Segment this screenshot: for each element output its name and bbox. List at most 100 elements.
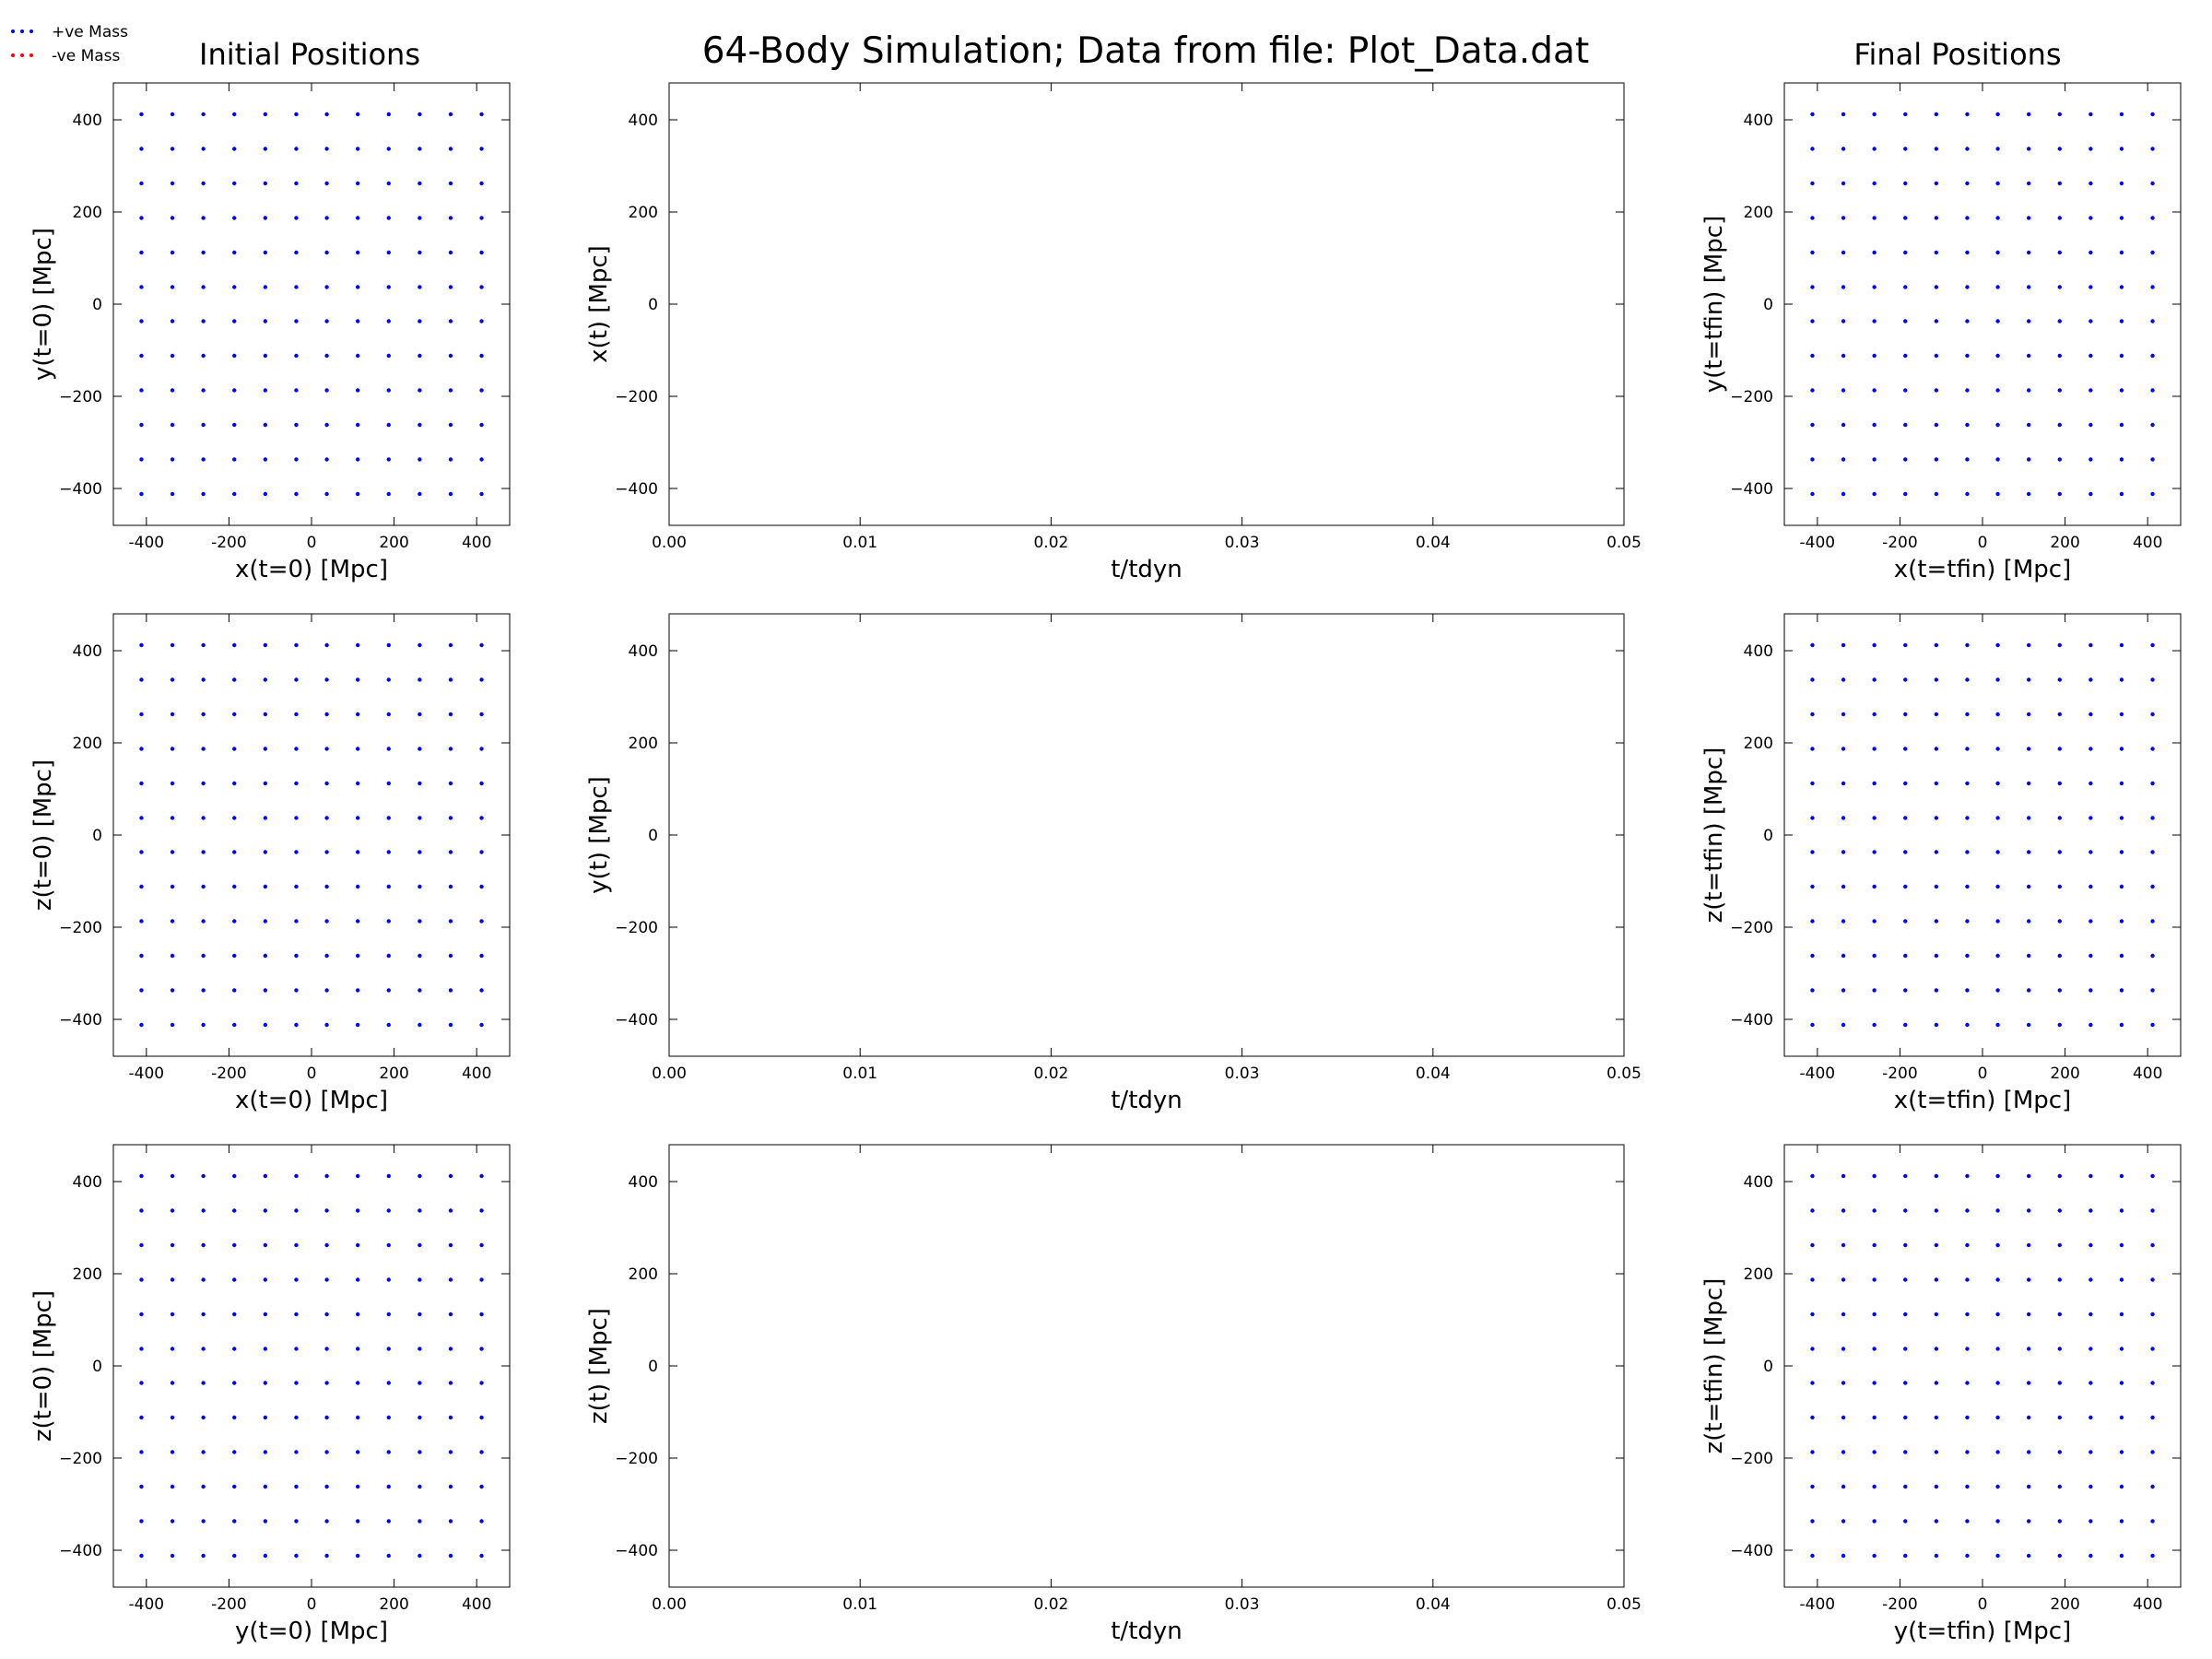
data-point bbox=[1872, 1208, 1877, 1213]
data-point bbox=[355, 457, 360, 462]
data-point bbox=[1810, 319, 1815, 324]
data-point bbox=[263, 1242, 268, 1248]
data-point bbox=[1872, 1277, 1877, 1282]
y-tick-label: 200 bbox=[1744, 735, 1773, 753]
data-point bbox=[170, 491, 175, 497]
data-point bbox=[294, 181, 299, 186]
data-point bbox=[139, 319, 144, 324]
data-point bbox=[448, 1381, 453, 1385]
x-tick-label: 200 bbox=[2050, 1595, 2079, 1614]
data-point bbox=[324, 422, 329, 428]
data-point bbox=[201, 1415, 206, 1420]
data-point bbox=[139, 1208, 144, 1213]
data-point bbox=[479, 1415, 484, 1420]
data-point bbox=[448, 1312, 453, 1317]
data-point bbox=[2057, 112, 2062, 117]
data-point bbox=[1841, 1022, 1846, 1028]
data-point bbox=[139, 850, 144, 854]
data-point bbox=[2088, 781, 2093, 786]
data-point bbox=[2088, 1277, 2093, 1282]
data-point bbox=[139, 642, 144, 648]
data-point bbox=[1934, 642, 1939, 648]
data-point bbox=[232, 457, 237, 462]
data-point bbox=[479, 781, 484, 786]
data-point bbox=[139, 988, 144, 993]
data-point bbox=[294, 816, 299, 820]
data-point bbox=[2119, 422, 2124, 428]
data-point bbox=[1934, 353, 1939, 359]
data-point bbox=[355, 1450, 360, 1454]
data-point bbox=[2057, 491, 2062, 497]
data-point bbox=[479, 457, 484, 462]
data-point bbox=[1903, 1484, 1908, 1489]
data-point bbox=[1903, 1553, 1908, 1559]
x-tick-label: 0.01 bbox=[842, 1595, 877, 1614]
data-point bbox=[386, 1312, 391, 1317]
data-point bbox=[1810, 1312, 1815, 1317]
x-tick-label: -400 bbox=[1800, 1065, 1836, 1083]
data-point bbox=[201, 1519, 206, 1524]
data-point bbox=[263, 491, 268, 497]
data-point bbox=[479, 953, 484, 959]
data-point bbox=[1903, 677, 1908, 682]
data-point bbox=[418, 422, 422, 428]
data-point bbox=[1995, 850, 2000, 854]
data-point bbox=[1841, 747, 1846, 751]
data-point bbox=[139, 388, 144, 393]
x-axis-label: x(t=0) [Mpc] bbox=[235, 556, 388, 583]
data-point bbox=[324, 181, 329, 186]
y-tick-label: 200 bbox=[629, 1265, 658, 1284]
data-point bbox=[232, 1173, 237, 1179]
data-point bbox=[1995, 1022, 2000, 1028]
data-point bbox=[1810, 953, 1815, 959]
data-point bbox=[1965, 1347, 1970, 1351]
data-point bbox=[1841, 953, 1846, 959]
data-point bbox=[418, 919, 422, 924]
data-point bbox=[2119, 816, 2124, 820]
data-point bbox=[294, 988, 299, 993]
y-tick-label: 0 bbox=[1763, 296, 1773, 314]
data-point bbox=[1995, 1415, 2000, 1420]
data-point bbox=[448, 1450, 453, 1454]
data-point bbox=[1841, 1242, 1846, 1248]
data-point bbox=[2088, 422, 2093, 428]
data-point bbox=[2057, 319, 2062, 324]
data-point bbox=[324, 988, 329, 993]
data-point bbox=[232, 181, 237, 186]
data-point bbox=[1965, 250, 1970, 255]
data-point bbox=[1903, 216, 1908, 220]
y-tick-label: 200 bbox=[629, 735, 658, 753]
panel-final_yz: -400 -200 0 200 400 −400 −200 0 200 400 y(t=tfin) … bbox=[1700, 1144, 2182, 1645]
data-point bbox=[418, 1347, 422, 1351]
data-point bbox=[355, 1381, 360, 1385]
data-point bbox=[2057, 642, 2062, 648]
data-point bbox=[1995, 884, 2000, 889]
data-point bbox=[386, 491, 391, 497]
data-point bbox=[479, 319, 484, 324]
data-point bbox=[170, 216, 175, 220]
data-point bbox=[324, 1519, 329, 1524]
data-point bbox=[1995, 1450, 2000, 1454]
data-point bbox=[139, 181, 144, 186]
y-tick-label: 200 bbox=[73, 1265, 102, 1284]
data-point bbox=[294, 285, 299, 289]
y-tick-label: 0 bbox=[92, 827, 102, 845]
data-point bbox=[170, 953, 175, 959]
y-tick-label: −200 bbox=[1730, 388, 1773, 406]
data-point bbox=[1841, 1347, 1846, 1351]
data-point bbox=[324, 491, 329, 497]
y-tick-label: −200 bbox=[615, 388, 658, 406]
data-point bbox=[1995, 112, 2000, 117]
data-point bbox=[386, 1484, 391, 1489]
data-point bbox=[355, 319, 360, 324]
data-point bbox=[2150, 1519, 2155, 1524]
data-point bbox=[1841, 642, 1846, 648]
data-point bbox=[1934, 491, 1939, 497]
data-point bbox=[1934, 250, 1939, 255]
data-point bbox=[1872, 285, 1877, 289]
data-point bbox=[170, 1415, 175, 1420]
data-point bbox=[294, 747, 299, 751]
data-point bbox=[232, 1022, 237, 1028]
data-point bbox=[1872, 1173, 1877, 1179]
data-point bbox=[1872, 147, 1877, 151]
